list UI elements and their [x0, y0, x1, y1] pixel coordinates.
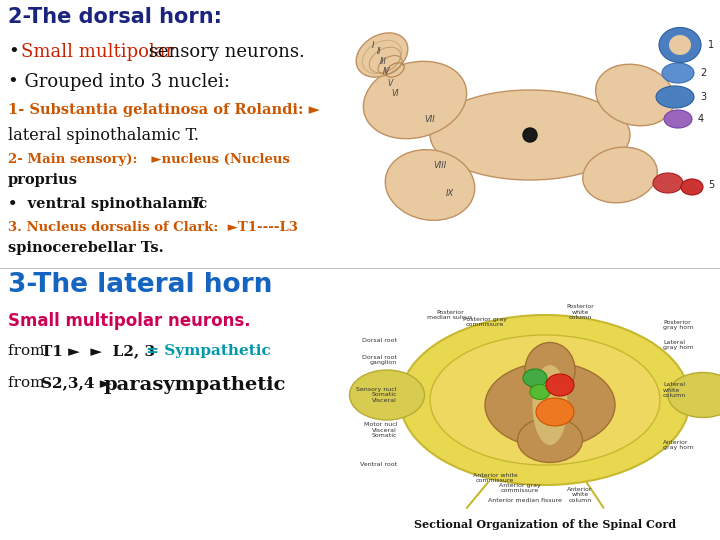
- Ellipse shape: [662, 63, 694, 83]
- Text: Posterior
gray horn: Posterior gray horn: [663, 320, 693, 330]
- Ellipse shape: [582, 147, 657, 203]
- Text: 3-The lateral horn: 3-The lateral horn: [8, 272, 272, 298]
- Text: 3: 3: [700, 92, 706, 102]
- Text: from: from: [8, 344, 50, 358]
- Ellipse shape: [536, 398, 574, 426]
- Text: Lateral
gray horn: Lateral gray horn: [663, 340, 693, 350]
- Text: •: •: [8, 43, 19, 61]
- Text: II: II: [377, 48, 382, 57]
- Ellipse shape: [430, 335, 660, 465]
- Ellipse shape: [653, 173, 683, 193]
- Ellipse shape: [356, 33, 408, 77]
- Text: Sectional Organization of the Spinal Cord: Sectional Organization of the Spinal Cor…: [414, 519, 676, 530]
- Text: Dorsal root: Dorsal root: [362, 338, 397, 342]
- Text: 3. Nucleus dorsalis of Clark:  ►T1----L3: 3. Nucleus dorsalis of Clark: ►T1----L3: [8, 221, 298, 234]
- Text: Sensory nucl
Somatic
Visceral: Sensory nucl Somatic Visceral: [356, 387, 397, 403]
- Text: IV: IV: [383, 68, 391, 77]
- Text: Motor nucl
Visceral
Somatic: Motor nucl Visceral Somatic: [364, 422, 397, 438]
- Text: VI: VI: [391, 89, 399, 98]
- Ellipse shape: [349, 370, 425, 420]
- Text: I: I: [372, 40, 374, 50]
- Ellipse shape: [364, 62, 467, 139]
- Text: Anterior median fissure: Anterior median fissure: [488, 497, 562, 503]
- Ellipse shape: [664, 110, 692, 128]
- Ellipse shape: [523, 369, 547, 387]
- Ellipse shape: [518, 417, 582, 462]
- Text: IX: IX: [446, 188, 454, 198]
- Ellipse shape: [530, 384, 550, 400]
- Ellipse shape: [546, 374, 574, 396]
- Text: 2- Main sensory):   ►nucleus (Nucleus: 2- Main sensory): ►nucleus (Nucleus: [8, 153, 290, 166]
- Text: Small multipolar neurons.: Small multipolar neurons.: [8, 312, 251, 330]
- Ellipse shape: [400, 315, 690, 485]
- Text: Anterior
gray horn: Anterior gray horn: [663, 440, 693, 450]
- Text: • Grouped into 3 nuclei:: • Grouped into 3 nuclei:: [8, 73, 230, 91]
- Text: Anterior gray
commissure: Anterior gray commissure: [499, 483, 541, 494]
- Ellipse shape: [669, 35, 691, 55]
- Text: VIII: VIII: [433, 160, 446, 170]
- Text: = Sympathetic: = Sympathetic: [141, 344, 271, 358]
- Text: 2-The dorsal horn:: 2-The dorsal horn:: [8, 7, 222, 27]
- Text: 4: 4: [698, 114, 704, 124]
- Text: 1: 1: [708, 40, 714, 50]
- Text: spinocerebellar Ts.: spinocerebellar Ts.: [8, 241, 163, 255]
- Ellipse shape: [525, 342, 575, 397]
- Ellipse shape: [485, 362, 615, 448]
- Ellipse shape: [533, 365, 567, 445]
- Text: Anterior white
commissure: Anterior white commissure: [472, 472, 518, 483]
- Text: 5: 5: [708, 180, 714, 190]
- Text: T1 ►  ►  L2, 3: T1 ► ► L2, 3: [41, 344, 161, 358]
- Text: III: III: [379, 57, 387, 66]
- Ellipse shape: [681, 179, 703, 195]
- Text: lateral spinothalamic T.: lateral spinothalamic T.: [8, 127, 199, 144]
- Text: Anterior
white
column: Anterior white column: [567, 487, 593, 503]
- Text: Small multipolar: Small multipolar: [21, 43, 174, 61]
- Text: •  ventral spinothalamic: • ventral spinothalamic: [8, 197, 212, 211]
- Text: sensory neurons.: sensory neurons.: [143, 43, 305, 61]
- Text: proprius: proprius: [8, 173, 78, 187]
- Text: Lateral
white
column: Lateral white column: [663, 382, 686, 399]
- Ellipse shape: [656, 86, 694, 108]
- Ellipse shape: [659, 28, 701, 63]
- Text: 2: 2: [700, 68, 706, 78]
- Circle shape: [523, 128, 537, 142]
- Text: Posterior
median sulcus: Posterior median sulcus: [427, 309, 473, 320]
- Text: V: V: [387, 78, 392, 87]
- Text: Dorsal root
ganglion: Dorsal root ganglion: [362, 355, 397, 366]
- Text: VII: VII: [425, 116, 436, 125]
- Ellipse shape: [595, 64, 675, 126]
- Ellipse shape: [668, 373, 720, 417]
- Text: parasympathetic: parasympathetic: [103, 376, 286, 394]
- Ellipse shape: [385, 150, 474, 220]
- Text: 1- Substantia gelatinosa of Rolandi: ►: 1- Substantia gelatinosa of Rolandi: ►: [8, 103, 320, 117]
- Ellipse shape: [430, 90, 630, 180]
- Text: Posterior gray
commissure: Posterior gray commissure: [463, 316, 507, 327]
- Text: S2,3,4 ►: S2,3,4 ►: [41, 376, 112, 390]
- Text: from: from: [8, 376, 50, 390]
- Text: Posterior
white
column: Posterior white column: [566, 303, 594, 320]
- Text: T.: T.: [190, 197, 204, 211]
- Text: Ventral root: Ventral root: [360, 462, 397, 468]
